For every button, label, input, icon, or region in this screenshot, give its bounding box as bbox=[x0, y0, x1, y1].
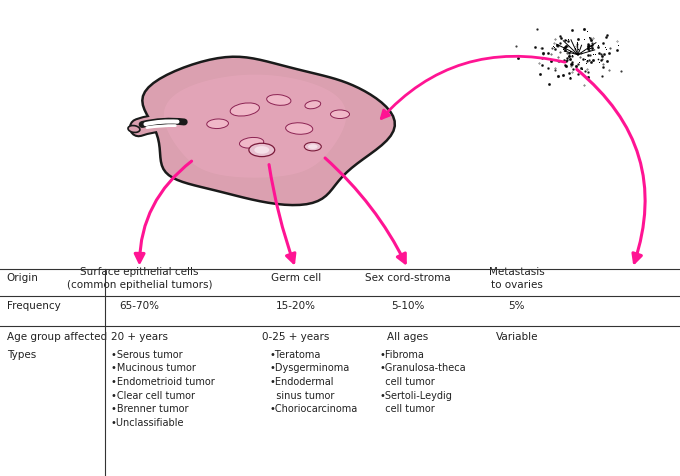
Ellipse shape bbox=[230, 103, 260, 116]
Ellipse shape bbox=[207, 119, 228, 129]
Ellipse shape bbox=[239, 138, 264, 148]
Ellipse shape bbox=[330, 110, 350, 119]
Text: 5%: 5% bbox=[509, 300, 525, 311]
Ellipse shape bbox=[267, 95, 291, 105]
Ellipse shape bbox=[286, 123, 313, 134]
Text: Frequency: Frequency bbox=[7, 300, 61, 311]
Ellipse shape bbox=[128, 126, 140, 132]
Ellipse shape bbox=[305, 142, 322, 151]
Ellipse shape bbox=[249, 143, 275, 157]
Text: 65-70%: 65-70% bbox=[120, 300, 159, 311]
Polygon shape bbox=[142, 57, 395, 205]
Text: 20 + years: 20 + years bbox=[111, 331, 168, 342]
Text: Types: Types bbox=[7, 350, 36, 360]
Text: All ages: All ages bbox=[388, 331, 428, 342]
Ellipse shape bbox=[254, 146, 269, 154]
Text: 15-20%: 15-20% bbox=[276, 300, 316, 311]
Ellipse shape bbox=[305, 100, 321, 109]
Text: •Fibroma
•Granulosa-theca
  cell tumor
•Sertoli-Leydig
  cell tumor: •Fibroma •Granulosa-theca cell tumor •Se… bbox=[379, 350, 466, 414]
Text: •Teratoma
•Dysgerminoma
•Endodermal
  sinus tumor
•Choriocarcinoma: •Teratoma •Dysgerminoma •Endodermal sinu… bbox=[270, 350, 358, 414]
Text: Origin: Origin bbox=[7, 273, 39, 284]
Text: Metastasis
to ovaries: Metastasis to ovaries bbox=[489, 267, 545, 290]
Text: Germ cell: Germ cell bbox=[271, 273, 321, 284]
Text: Sex cord-stroma: Sex cord-stroma bbox=[365, 273, 451, 284]
Text: Age group affected: Age group affected bbox=[7, 331, 107, 342]
Text: Surface epithelial cells
(common epithelial tumors): Surface epithelial cells (common epithel… bbox=[67, 267, 212, 290]
Ellipse shape bbox=[308, 144, 318, 149]
Text: 5-10%: 5-10% bbox=[391, 300, 425, 311]
Text: 0-25 + years: 0-25 + years bbox=[262, 331, 330, 342]
Text: •Serous tumor
•Mucinous tumor
•Endometrioid tumor
•Clear cell tumor
•Brenner tum: •Serous tumor •Mucinous tumor •Endometri… bbox=[111, 350, 215, 428]
Polygon shape bbox=[164, 75, 346, 178]
Text: Variable: Variable bbox=[496, 331, 538, 342]
